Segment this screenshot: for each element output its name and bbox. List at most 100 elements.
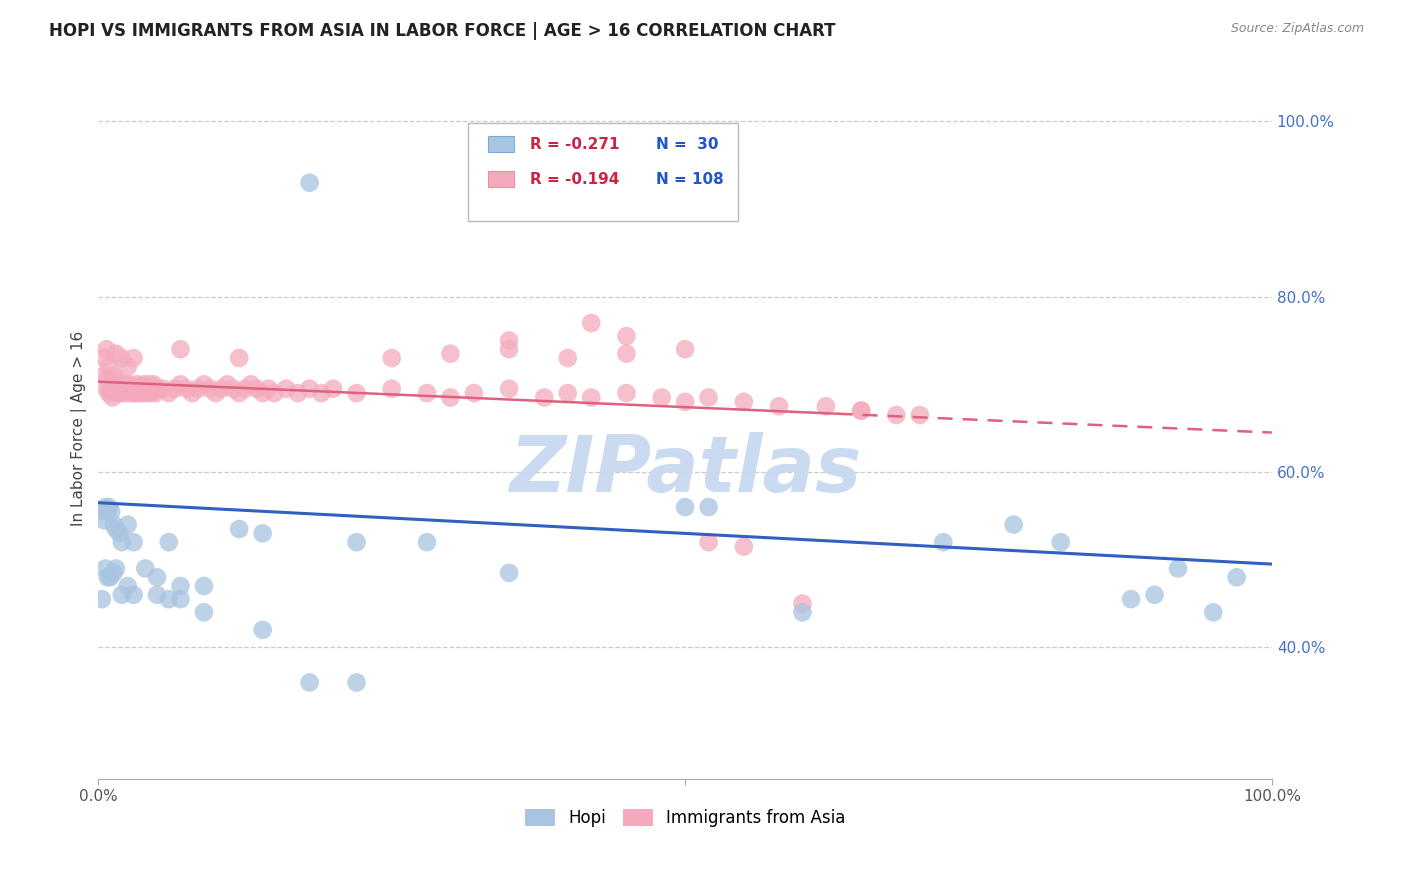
Point — [132, 382, 155, 396]
Point — [169, 592, 191, 607]
Point — [125, 377, 148, 392]
Point — [104, 522, 127, 536]
Point — [108, 526, 131, 541]
Point — [100, 504, 122, 518]
Point — [93, 368, 115, 383]
Point — [849, 403, 872, 417]
Point — [98, 382, 121, 396]
Point — [105, 386, 128, 401]
FancyBboxPatch shape — [488, 171, 513, 186]
Point — [416, 535, 439, 549]
Text: HOPI VS IMMIGRANTS FROM ASIA IN LABOR FORCE | AGE > 16 CORRELATION CHART: HOPI VS IMMIGRANTS FROM ASIA IN LABOR FO… — [49, 22, 835, 40]
Y-axis label: In Labor Force | Age > 16: In Labor Force | Age > 16 — [72, 331, 87, 525]
Point — [697, 391, 720, 405]
Point — [115, 382, 138, 396]
Point — [252, 526, 274, 541]
Point — [104, 346, 127, 360]
Point — [139, 382, 162, 396]
Point — [96, 382, 118, 396]
Point — [169, 343, 191, 357]
Point — [112, 382, 135, 396]
Point — [198, 382, 221, 396]
Point — [814, 399, 837, 413]
Point — [381, 382, 404, 396]
Point — [104, 561, 127, 575]
Text: N = 108: N = 108 — [655, 171, 724, 186]
Point — [127, 382, 149, 396]
Point — [129, 382, 152, 396]
Point — [157, 535, 180, 549]
Point — [93, 351, 115, 365]
Point — [673, 343, 696, 357]
Point — [122, 382, 145, 396]
Point — [792, 597, 814, 611]
Point — [118, 382, 141, 396]
Point — [134, 377, 156, 392]
Point — [146, 382, 169, 396]
Point — [97, 373, 120, 387]
Point — [104, 377, 127, 392]
Point — [263, 386, 285, 401]
Point — [146, 570, 169, 584]
Point — [287, 386, 309, 401]
FancyBboxPatch shape — [488, 136, 513, 152]
Point — [94, 500, 117, 514]
Point — [111, 588, 134, 602]
Point — [136, 382, 159, 396]
Point — [346, 535, 368, 549]
Point — [697, 500, 720, 514]
Text: Source: ZipAtlas.com: Source: ZipAtlas.com — [1230, 22, 1364, 36]
Point — [93, 513, 115, 527]
Point — [252, 623, 274, 637]
Point — [157, 386, 180, 401]
Point — [311, 386, 333, 401]
Point — [204, 386, 226, 401]
Point — [163, 382, 186, 396]
Point — [97, 500, 120, 514]
Point — [1167, 561, 1189, 575]
Point — [217, 377, 239, 392]
Point — [228, 522, 250, 536]
Point — [169, 377, 191, 392]
Point — [104, 382, 127, 396]
Point — [122, 351, 145, 365]
Point — [103, 566, 125, 580]
Point — [103, 368, 125, 383]
Point — [97, 359, 120, 374]
Point — [1002, 517, 1025, 532]
Point — [233, 382, 256, 396]
Point — [117, 579, 139, 593]
Point — [498, 566, 520, 580]
Point — [122, 535, 145, 549]
Point — [439, 391, 461, 405]
Point — [211, 382, 233, 396]
Point — [228, 351, 250, 365]
Point — [252, 386, 274, 401]
Point — [346, 675, 368, 690]
Point — [124, 386, 146, 401]
Point — [246, 382, 269, 396]
Point — [110, 382, 132, 396]
Point — [697, 535, 720, 549]
Point — [228, 386, 250, 401]
Point — [134, 382, 156, 396]
Point — [768, 399, 790, 413]
Point — [157, 592, 180, 607]
Point — [176, 382, 198, 396]
Point — [322, 382, 344, 396]
Text: N =  30: N = 30 — [655, 136, 718, 152]
Point — [117, 359, 139, 374]
Point — [533, 391, 555, 405]
Point — [143, 382, 166, 396]
Point — [222, 382, 245, 396]
Point — [94, 561, 117, 575]
Point — [616, 386, 638, 401]
Point — [651, 391, 673, 405]
Point — [439, 346, 461, 360]
Point — [886, 408, 908, 422]
Point — [181, 386, 204, 401]
Point — [107, 373, 129, 387]
Point — [581, 391, 603, 405]
Text: R = -0.194: R = -0.194 — [530, 171, 620, 186]
Point — [849, 403, 872, 417]
